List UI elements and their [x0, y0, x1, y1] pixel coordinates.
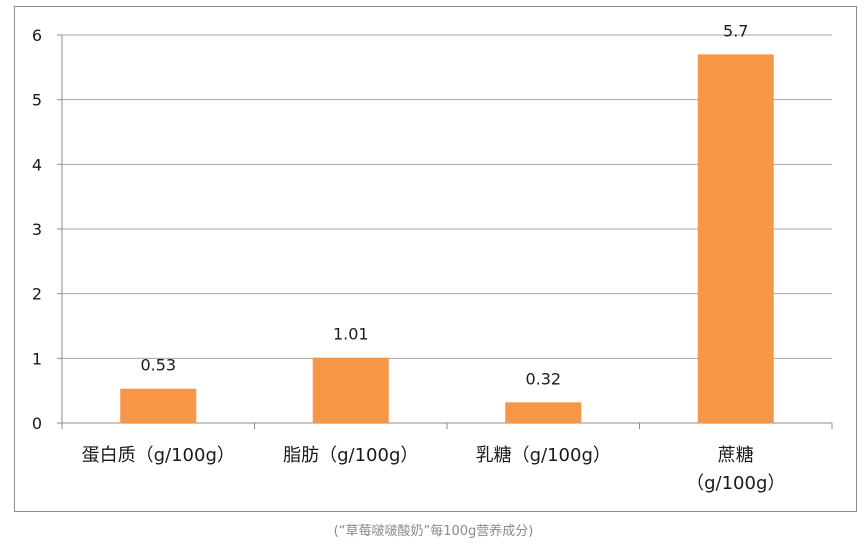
bar-chart: 0 1 2 3 4 5 6 0.53 蛋白质（g/100g） 1.01 脂肪（g/100g） 0.32… — [32, 21, 833, 494]
chart-caption: (“草莓啵啵酸奶”每100g营养成分) — [333, 524, 534, 539]
bar — [312, 357, 389, 423]
x-category-label: （g/100g） — [686, 473, 785, 494]
x-category-label: 蔗糖 — [718, 445, 754, 466]
data-label: 5.7 — [723, 21, 748, 40]
bar — [505, 402, 582, 423]
bar — [697, 54, 774, 424]
data-label: 0.32 — [525, 369, 561, 388]
y-tick-label: 0 — [32, 414, 42, 433]
x-category-label: 蛋白质（g/100g） — [82, 445, 235, 466]
y-tick-label: 4 — [32, 155, 42, 174]
data-label: 1.01 — [333, 325, 369, 344]
y-tick-label: 3 — [32, 220, 42, 239]
x-category-label: 乳糖（g/100g） — [476, 445, 611, 466]
x-category-label: 脂肪（g/100g） — [283, 445, 418, 466]
y-tick-label: 1 — [32, 349, 42, 368]
y-tick-label: 5 — [32, 91, 42, 110]
y-tick-label: 2 — [32, 285, 42, 304]
y-tick-label: 6 — [32, 26, 42, 45]
data-label: 0.53 — [140, 356, 176, 375]
bar — [120, 388, 197, 423]
